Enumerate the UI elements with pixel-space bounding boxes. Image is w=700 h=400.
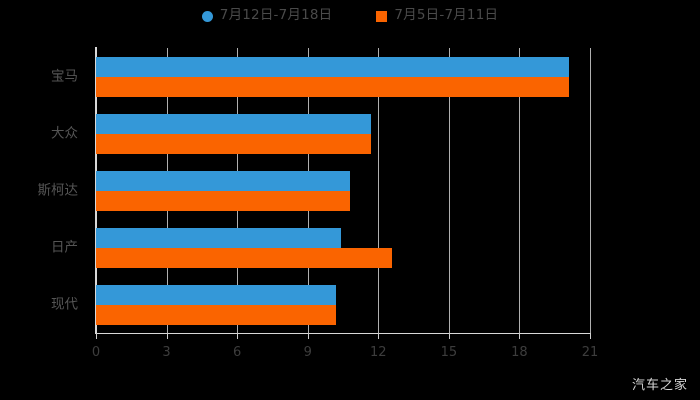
x-tick-label-21: 21: [581, 345, 599, 360]
bar-3-series-1[interactable]: [96, 247, 393, 268]
category-label-2: 斯柯达: [37, 181, 79, 198]
tick-mark-12: [378, 333, 380, 339]
category-label-0: 宝马: [51, 67, 78, 84]
gridline-21: [590, 48, 591, 333]
tick-mark-15: [448, 333, 450, 339]
x-axis-line: [95, 332, 591, 334]
tick-mark-9: [307, 333, 309, 339]
bar-group-1: [96, 113, 590, 154]
bar-2-series-0[interactable]: [96, 170, 351, 191]
bar-2-series-1[interactable]: [96, 190, 351, 211]
x-tick-label-0: 0: [91, 345, 101, 360]
x-tick-label-15: 15: [440, 345, 458, 360]
legend-item-series-1[interactable]: 7月5日-7月11日: [376, 9, 498, 23]
bar-1-series-1[interactable]: [96, 133, 372, 154]
legend-swatch-square-icon: [376, 10, 388, 22]
bar-0-series-1[interactable]: [96, 76, 569, 97]
x-tick-label-6: 6: [233, 345, 242, 360]
tick-mark-6: [237, 333, 239, 339]
bar-group-2: [96, 170, 590, 211]
gridline-18: [519, 48, 521, 333]
legend-swatch-circle-icon: [201, 10, 213, 22]
tick-mark-3: [166, 333, 168, 339]
tick-mark-21: [590, 333, 591, 339]
bar-4-series-1[interactable]: [96, 304, 336, 325]
category-label-3: 日产: [51, 238, 78, 255]
bar-group-4: [96, 284, 590, 325]
x-tick-label-12: 12: [370, 345, 387, 360]
tick-mark-18: [519, 333, 521, 339]
category-label-4: 现代: [51, 295, 78, 312]
legend-item-series-0[interactable]: 7月12日-7月18日: [201, 7, 333, 24]
gridline-12: [378, 48, 380, 333]
bar-group-3: [96, 227, 590, 268]
tick-mark-0: [96, 333, 97, 339]
category-label-1: 大众: [51, 124, 78, 141]
bar-3-series-0[interactable]: [96, 227, 341, 248]
watermark: 汽车之家: [631, 378, 688, 393]
bar-group-0: [96, 56, 590, 97]
x-tick-label-18: 18: [511, 345, 528, 360]
x-tick-label-3: 3: [162, 345, 171, 360]
chart-legend: 7月12日-7月18日 7月5日-7月11日: [0, 4, 700, 28]
y-axis-line: [95, 47, 97, 334]
legend-label-series-0: 7月12日-7月18日: [219, 7, 333, 24]
legend-label-series-1: 7月5日-7月11日: [394, 7, 499, 24]
gridline-15: [448, 48, 450, 333]
x-tick-label-9: 9: [303, 345, 312, 360]
bar-1-series-0[interactable]: [96, 113, 372, 134]
category-axis-labels: 宝马大众斯柯达日产现代: [0, 48, 86, 333]
plot-area: 0 3 6 9 12 15 18 21: [92, 47, 598, 359]
bar-4-series-0[interactable]: [96, 284, 336, 305]
bar-0-series-0[interactable]: [96, 56, 569, 77]
